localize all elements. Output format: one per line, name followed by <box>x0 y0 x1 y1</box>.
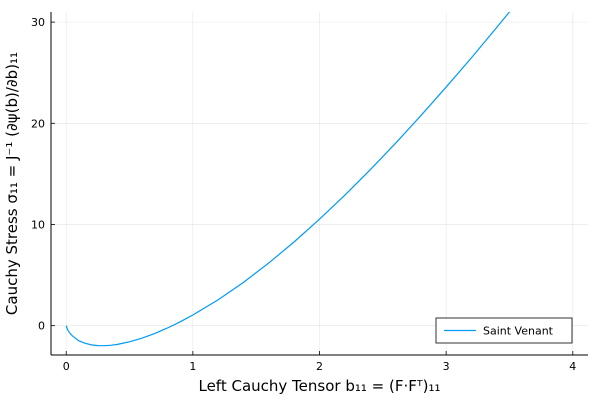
x-axis-title: Left Cauchy Tensor b₁₁ = (F·Fᵀ)₁₁ <box>198 377 440 395</box>
series-line-saint-venant <box>65 12 511 347</box>
axes <box>50 12 588 356</box>
y-tick-label-3: 30 <box>31 16 45 29</box>
x-tick-label-0: 0 <box>63 360 70 373</box>
y-tick-label-1: 10 <box>31 218 45 231</box>
y-tick-label-2: 20 <box>31 117 45 130</box>
x-tick-label-1: 1 <box>189 360 196 373</box>
x-tick-label-2: 2 <box>316 360 323 373</box>
y-tick-label-0: 0 <box>38 320 45 333</box>
grid <box>51 12 588 355</box>
y-axis-title: Cauchy Stress σ₁₁ = J⁻¹ (∂ψ(b)/∂b)₁₁ <box>3 52 21 315</box>
x-tick-label-3: 3 <box>443 360 450 373</box>
tick-labels: 0 1 2 3 4 0 10 20 30 <box>31 16 576 373</box>
legend: Saint Venant <box>435 317 573 344</box>
x-tick-label-4: 4 <box>569 360 576 373</box>
series-layer <box>65 12 511 347</box>
legend-label-saint-venant: Saint Venant <box>483 325 554 338</box>
